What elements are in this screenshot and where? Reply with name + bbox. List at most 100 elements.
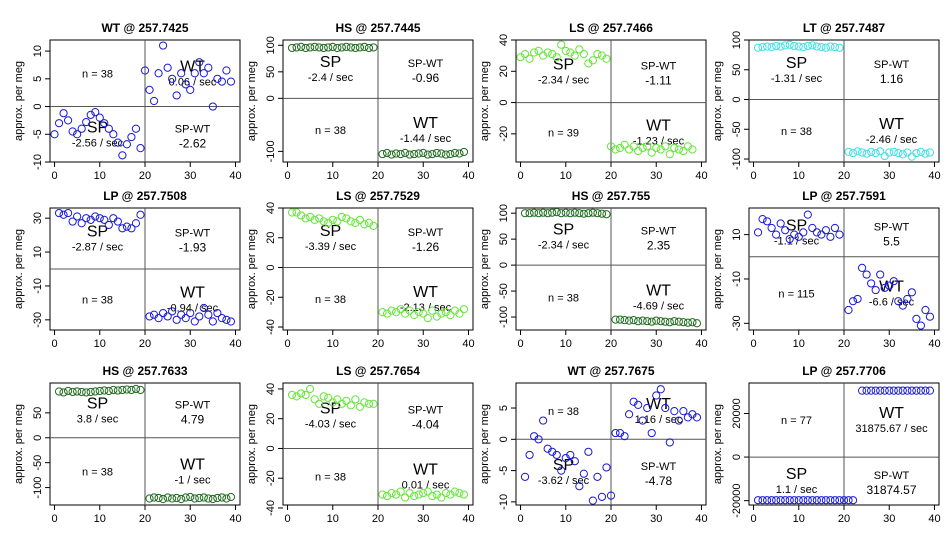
data-point: [382, 148, 392, 158]
data-point: [296, 211, 306, 220]
data-point: [812, 228, 821, 237]
data-point: [213, 308, 222, 318]
data-point: [342, 396, 351, 405]
data-point: [916, 321, 926, 330]
panel-title: HS @ 257.755: [572, 189, 651, 203]
data-point: [912, 314, 921, 324]
data-point: [199, 303, 208, 313]
data-point: [921, 149, 930, 158]
data-point: [337, 212, 346, 222]
data-point: [217, 314, 227, 323]
x-tick-label: 30: [417, 513, 429, 525]
data-point: [781, 226, 790, 235]
data-point: [287, 43, 297, 53]
data-point: [762, 496, 772, 505]
wt-rate: -1 / sec: [174, 474, 211, 486]
x-tick-label: 10: [94, 513, 106, 525]
data-point: [790, 496, 799, 505]
data-point: [876, 386, 885, 395]
y-axis-label: approx. per meg: [712, 61, 724, 141]
data-point: [136, 385, 145, 395]
data-point: [195, 493, 204, 503]
data-point: [692, 319, 702, 328]
data-point: [423, 487, 432, 496]
data-point: [315, 399, 324, 408]
x-tick-label: 40: [229, 338, 241, 350]
data-point: [342, 42, 351, 51]
y-tick-label: -5: [32, 129, 44, 139]
n-label: n = 115: [778, 288, 814, 300]
data-point: [324, 43, 333, 52]
data-point: [781, 41, 790, 50]
x-tick-label: 0: [750, 170, 756, 182]
y-tick-label: 0: [265, 264, 277, 270]
y-tick-label: 10: [32, 246, 44, 258]
data-point: [204, 494, 213, 503]
data-point: [794, 232, 803, 241]
panel-12: LP @ 257.7706 0 10 20 30 40 -20000 0 20000 approx…: [712, 364, 941, 525]
data-point: [208, 102, 217, 111]
panel-title: HS @ 257.7633: [102, 364, 187, 378]
data-point: [428, 491, 437, 501]
data-point: [776, 42, 785, 51]
data-point: [588, 496, 598, 505]
data-point: [369, 399, 378, 408]
data-point: [292, 43, 301, 52]
panel-3: LS @ 257.7466 0 10 20 30 40 -20 0 20 40 approx. pe…: [479, 21, 708, 182]
y-tick-label: 5: [32, 76, 44, 82]
data-point: [437, 493, 446, 502]
panel-2: HS @ 257.7445 0 10 20 30 40 -100 0 50 100 approx. …: [246, 21, 475, 182]
data-point: [835, 496, 844, 505]
x-tick-label: 10: [327, 338, 339, 350]
diff-label: SP-WT: [175, 123, 211, 135]
y-tick-label: 40: [265, 383, 277, 395]
diff-label: SP-WT: [408, 405, 444, 417]
n-label: n = 38: [82, 68, 113, 80]
sp-rate: 1.1 / sec: [776, 484, 818, 496]
x-tick-label: 0: [750, 338, 756, 350]
data-point: [360, 398, 369, 407]
data-point: [287, 390, 297, 400]
data-point: [848, 148, 858, 158]
x-tick-label: 0: [517, 170, 523, 182]
data-point: [199, 69, 208, 78]
data-point: [168, 494, 177, 503]
data-point: [758, 43, 767, 52]
data-point: [163, 63, 172, 72]
x-tick-label: 0: [284, 170, 290, 182]
data-point: [656, 385, 665, 394]
sp-rate: -2.87 / sec: [72, 242, 124, 254]
x-tick-label: 20: [605, 513, 617, 525]
y-tick-label: 10: [731, 228, 743, 240]
panel-title: LS @ 257.7654: [336, 364, 420, 378]
data-point: [679, 407, 688, 416]
data-point: [360, 42, 369, 51]
data-point: [871, 148, 880, 158]
data-point: [570, 457, 579, 466]
data-point: [826, 232, 835, 241]
data-point: [199, 493, 208, 502]
x-tick-label: 20: [838, 170, 850, 182]
data-point: [525, 450, 534, 460]
data-point: [643, 142, 652, 151]
sp-rate: -2.34 / sec: [538, 240, 590, 252]
data-point: [432, 490, 441, 499]
data-point: [835, 230, 844, 239]
y-tick-label: 0: [265, 95, 277, 101]
data-point: [853, 147, 862, 156]
y-tick-label: -50: [731, 121, 743, 137]
data-point: [63, 386, 73, 396]
data-point: [419, 309, 428, 318]
data-point: [73, 130, 82, 139]
panel-title: WT @ 257.7425: [101, 21, 188, 35]
data-point: [885, 148, 894, 157]
data-point: [391, 149, 401, 158]
data-point: [647, 148, 656, 157]
data-point: [753, 43, 763, 52]
data-point: [665, 438, 674, 447]
data-point: [767, 223, 776, 233]
data-point: [405, 306, 414, 315]
x-tick-label: 0: [284, 338, 290, 350]
data-point: [222, 66, 231, 75]
panel-7: HS @ 257.755 0 10 20 30 40 -100 -50 0 50 100 approx…: [479, 189, 708, 350]
